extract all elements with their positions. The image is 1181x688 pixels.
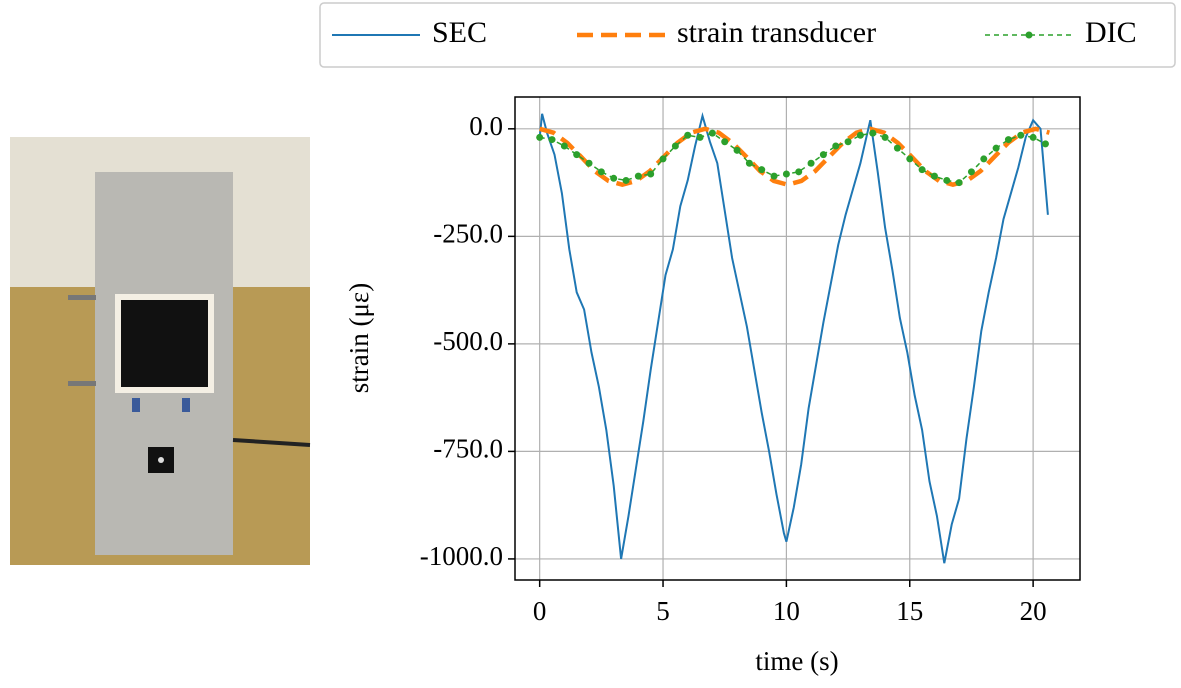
data-point bbox=[881, 133, 889, 141]
data-point bbox=[980, 155, 988, 163]
plot-frame bbox=[514, 96, 1081, 581]
y-tick-label: 0.0 bbox=[469, 111, 503, 141]
legend-label: SEC bbox=[432, 16, 487, 49]
data-point bbox=[844, 138, 852, 146]
data-point bbox=[918, 166, 926, 174]
x-tick-label: 20 bbox=[1020, 596, 1047, 626]
x-tick-label: 15 bbox=[896, 596, 923, 626]
data-point bbox=[696, 133, 704, 141]
data-point bbox=[708, 129, 716, 137]
data-point bbox=[832, 142, 840, 150]
data-point bbox=[597, 168, 605, 176]
legend-box bbox=[319, 2, 1176, 68]
data-point bbox=[992, 144, 1000, 152]
data-point bbox=[807, 159, 815, 167]
y-tick-label: -250.0 bbox=[433, 219, 503, 249]
data-point bbox=[536, 133, 544, 141]
data-point bbox=[1041, 140, 1049, 148]
x-tick-label: 0 bbox=[533, 596, 547, 626]
data-point bbox=[684, 131, 692, 139]
data-point bbox=[721, 138, 729, 146]
data-point bbox=[930, 172, 938, 180]
data-point bbox=[770, 172, 778, 180]
data-point bbox=[893, 144, 901, 152]
data-point bbox=[745, 159, 753, 167]
data-point bbox=[647, 170, 655, 178]
data-point bbox=[733, 146, 741, 154]
data-point bbox=[795, 168, 803, 176]
x-tick-label: 5 bbox=[656, 596, 670, 626]
legend-label: DIC bbox=[1085, 16, 1137, 49]
data-point bbox=[585, 159, 593, 167]
data-point bbox=[573, 151, 581, 159]
data-point bbox=[869, 129, 877, 137]
y-tick-label: -750.0 bbox=[433, 434, 503, 464]
data-point bbox=[1029, 133, 1037, 141]
data-point bbox=[610, 174, 618, 182]
y-tick-label: -1000.0 bbox=[420, 541, 503, 571]
data-point bbox=[819, 151, 827, 159]
specimen-photo bbox=[10, 137, 311, 565]
data-point bbox=[943, 176, 951, 184]
x-axis-label: time (s) bbox=[755, 646, 838, 676]
data-point bbox=[548, 136, 556, 144]
data-point bbox=[622, 176, 630, 184]
data-point bbox=[659, 155, 667, 163]
x-tick-label: 10 bbox=[773, 596, 800, 626]
legend-label: strain transducer bbox=[677, 16, 876, 49]
series-line bbox=[538, 112, 1049, 564]
data-point bbox=[634, 172, 642, 180]
data-point bbox=[955, 179, 963, 187]
data-point bbox=[967, 168, 975, 176]
data-point bbox=[782, 170, 790, 178]
data-point bbox=[560, 142, 568, 150]
y-axis-label: strain (με) bbox=[344, 283, 374, 394]
y-tick-label: -500.0 bbox=[433, 326, 503, 356]
data-point bbox=[671, 142, 679, 150]
data-point bbox=[906, 155, 914, 163]
data-point bbox=[1004, 136, 1012, 144]
series-line bbox=[539, 132, 1046, 184]
data-point bbox=[758, 166, 766, 174]
data-point bbox=[1017, 131, 1025, 139]
data-point bbox=[856, 131, 864, 139]
series-line bbox=[539, 126, 1051, 188]
legend-marker bbox=[1025, 31, 1033, 39]
